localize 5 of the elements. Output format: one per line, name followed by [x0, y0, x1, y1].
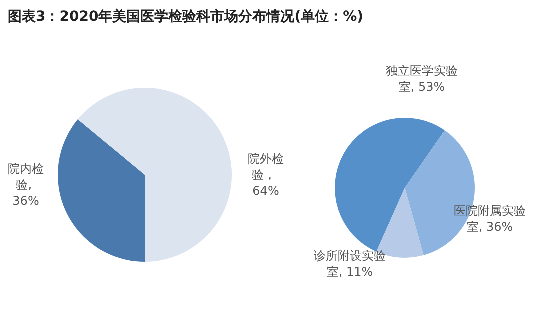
- slice-label: 诊所附设实验室, 11%: [314, 249, 386, 279]
- slice-label: 独立医学实验室, 53%: [386, 64, 458, 94]
- chart-title: 图表3：2020年美国医学检验科市场分布情况(单位：%): [7, 8, 365, 27]
- slice-label: 院内检验, 36%: [8, 162, 44, 208]
- slice-label: 院外检验， 64%: [248, 152, 284, 198]
